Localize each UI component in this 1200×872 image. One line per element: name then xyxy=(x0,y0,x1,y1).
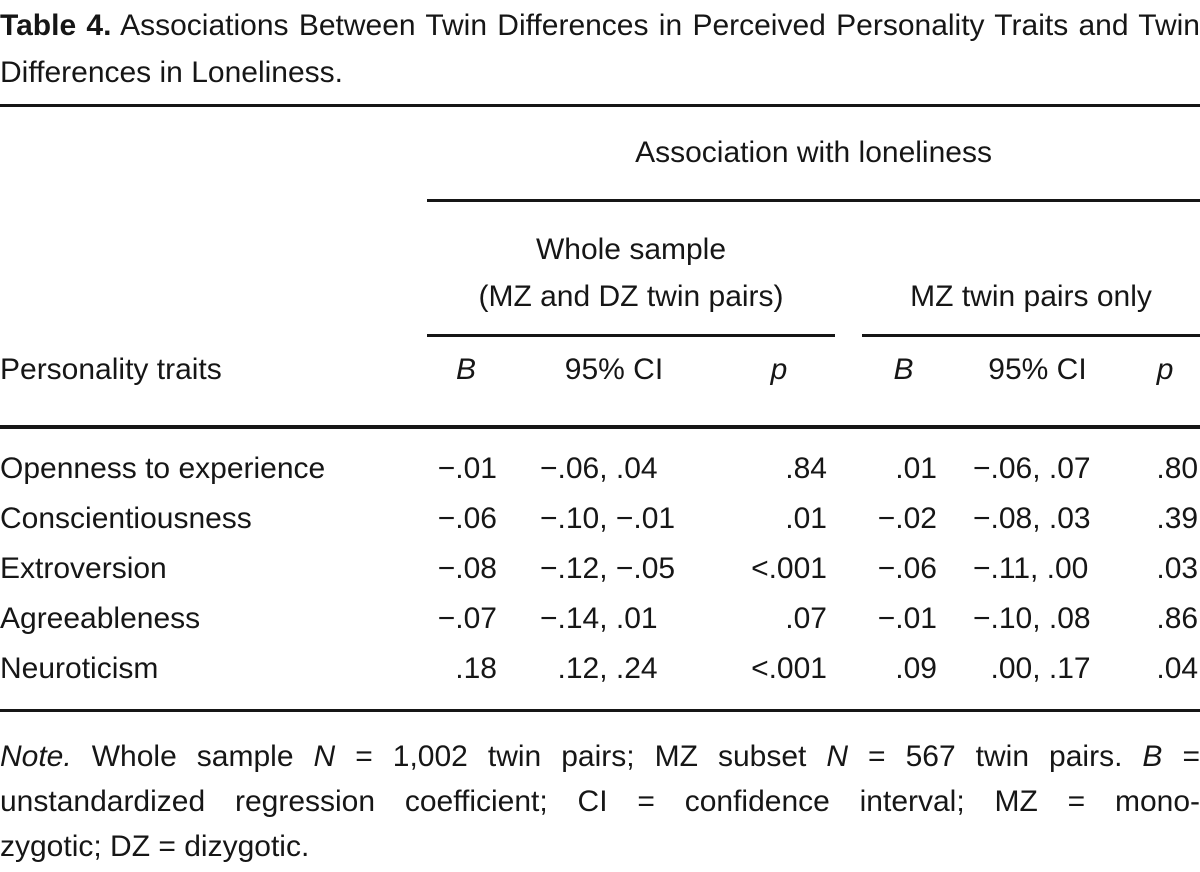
trait-cell: Extroversion xyxy=(0,552,167,585)
column-gap xyxy=(835,201,862,336)
column-header-p-mz: p xyxy=(1130,335,1200,429)
column-header-ci-whole: 95% CI xyxy=(505,335,723,429)
whole-b-cell: −.07 xyxy=(437,602,497,635)
column-header-p-whole: p xyxy=(723,335,835,429)
group-header-mz-only: MZ twin pairs only xyxy=(862,200,1200,337)
mz-b-cell: −.06 xyxy=(877,552,937,585)
table-row-openness: Openness to experience −.01 −.06, .04 .8… xyxy=(0,427,1200,494)
column-header-personality-traits: Personality traits xyxy=(0,335,427,429)
mz-p-cell: .80 xyxy=(1156,452,1199,485)
mz-b-cell: .09 xyxy=(862,644,945,712)
table-caption: Table 4. Associations Between Twin Diffe… xyxy=(0,0,1200,96)
whole-ci-cell: −.12, .24 xyxy=(505,644,723,712)
stats-table: Association with loneliness Whole sample… xyxy=(0,104,1200,712)
whole-b-cell: −.08 xyxy=(437,552,497,585)
table-row-extroversion: Extroversion −.08 −.12, −.05 <.001 −.06 … xyxy=(0,544,1200,594)
table-caption-text: Associations Between Twin Differences in… xyxy=(0,9,1200,89)
mz-ci-cell: −.08, .03 xyxy=(973,502,1091,535)
column-header-ci-mz: 95% CI xyxy=(945,335,1130,429)
trait-cell: Openness to experience xyxy=(0,452,326,485)
column-gap xyxy=(835,335,862,429)
spanner-association-with-loneliness: Association with loneliness xyxy=(427,105,1200,202)
mz-ci-cell: −.11, .00 xyxy=(973,552,1089,585)
whole-ci-cell: −.14, .01 xyxy=(540,602,658,635)
whole-ci-cell: −.12, −.05 xyxy=(540,552,676,585)
column-header-row: Personality traits B 95% CI p B 95% CI p xyxy=(0,335,1200,429)
table-row-agreeableness: Agreeableness −.07 −.14, .01 .07 −.01 −.… xyxy=(0,594,1200,644)
note-line-2: unstandardized regression coefficient; C… xyxy=(0,785,1200,818)
table-note: Note. Whole sample N = 1,002 twin pairs;… xyxy=(0,734,1200,869)
table-row-conscientiousness: Conscientiousness −.06 −.10, −.01 .01 −.… xyxy=(0,494,1200,544)
mz-ci-cell: −.06, .07 xyxy=(973,452,1091,485)
mz-b-cell: .01 xyxy=(895,452,937,485)
group-header-whole-sample: Whole sample (MZ and DZ twin pairs) xyxy=(427,200,835,337)
whole-b-cell: −.06 xyxy=(437,502,497,535)
mz-ci-cell: −.10, .08 xyxy=(973,602,1091,635)
whole-p-cell: .07 xyxy=(785,602,827,635)
group-header-row: Whole sample (MZ and DZ twin pairs) MZ t… xyxy=(0,200,1200,337)
whole-ci-cell: −.06, .04 xyxy=(540,452,658,485)
mz-p-cell: .04 xyxy=(1130,644,1200,712)
whole-p-cell: .84 xyxy=(785,452,827,485)
mz-p-cell: .86 xyxy=(1156,602,1199,635)
group-whole-sample-line2: (MZ and DZ twin pairs) xyxy=(478,280,784,313)
mz-b-cell: −.02 xyxy=(877,502,937,535)
column-gap xyxy=(835,594,862,644)
whole-ci-cell: −.10, −.01 xyxy=(540,502,676,535)
table-caption-label: Table 4. xyxy=(0,9,112,42)
whole-p-cell: <.001 xyxy=(723,644,835,712)
column-gap xyxy=(835,644,862,712)
column-gap xyxy=(835,494,862,544)
trait-cell: Conscientiousness xyxy=(0,502,252,535)
whole-b-cell: −.01 xyxy=(437,452,497,485)
spanner-row: Association with loneliness xyxy=(0,105,1200,202)
mz-p-cell: .03 xyxy=(1156,552,1199,585)
column-gap xyxy=(835,544,862,594)
column-gap xyxy=(835,427,862,494)
note-line-1: Note. Whole sample N = 1,002 twin pairs;… xyxy=(0,740,1200,773)
whole-p-cell: <.001 xyxy=(751,552,827,585)
mz-ci-cell: −.00, .17 xyxy=(945,644,1130,712)
whole-p-cell: .01 xyxy=(785,502,827,535)
trait-cell: Neuroticism xyxy=(0,644,427,712)
spanner-row-stub xyxy=(0,106,427,201)
whole-b-cell: .18 xyxy=(427,644,505,712)
table-row-neuroticism: Neuroticism .18 −.12, .24 <.001 .09 −.00… xyxy=(0,644,1200,712)
column-header-b-mz: B xyxy=(862,335,945,429)
column-header-b-whole: B xyxy=(427,335,505,429)
mz-b-cell: −.01 xyxy=(877,602,937,635)
note-line-3: zygotic; DZ = dizygotic. xyxy=(0,830,310,863)
trait-cell: Agreeableness xyxy=(0,602,201,635)
group-whole-sample-line1: Whole sample xyxy=(535,233,727,266)
group-header-stub xyxy=(0,201,427,336)
mz-p-cell: .39 xyxy=(1156,502,1199,535)
